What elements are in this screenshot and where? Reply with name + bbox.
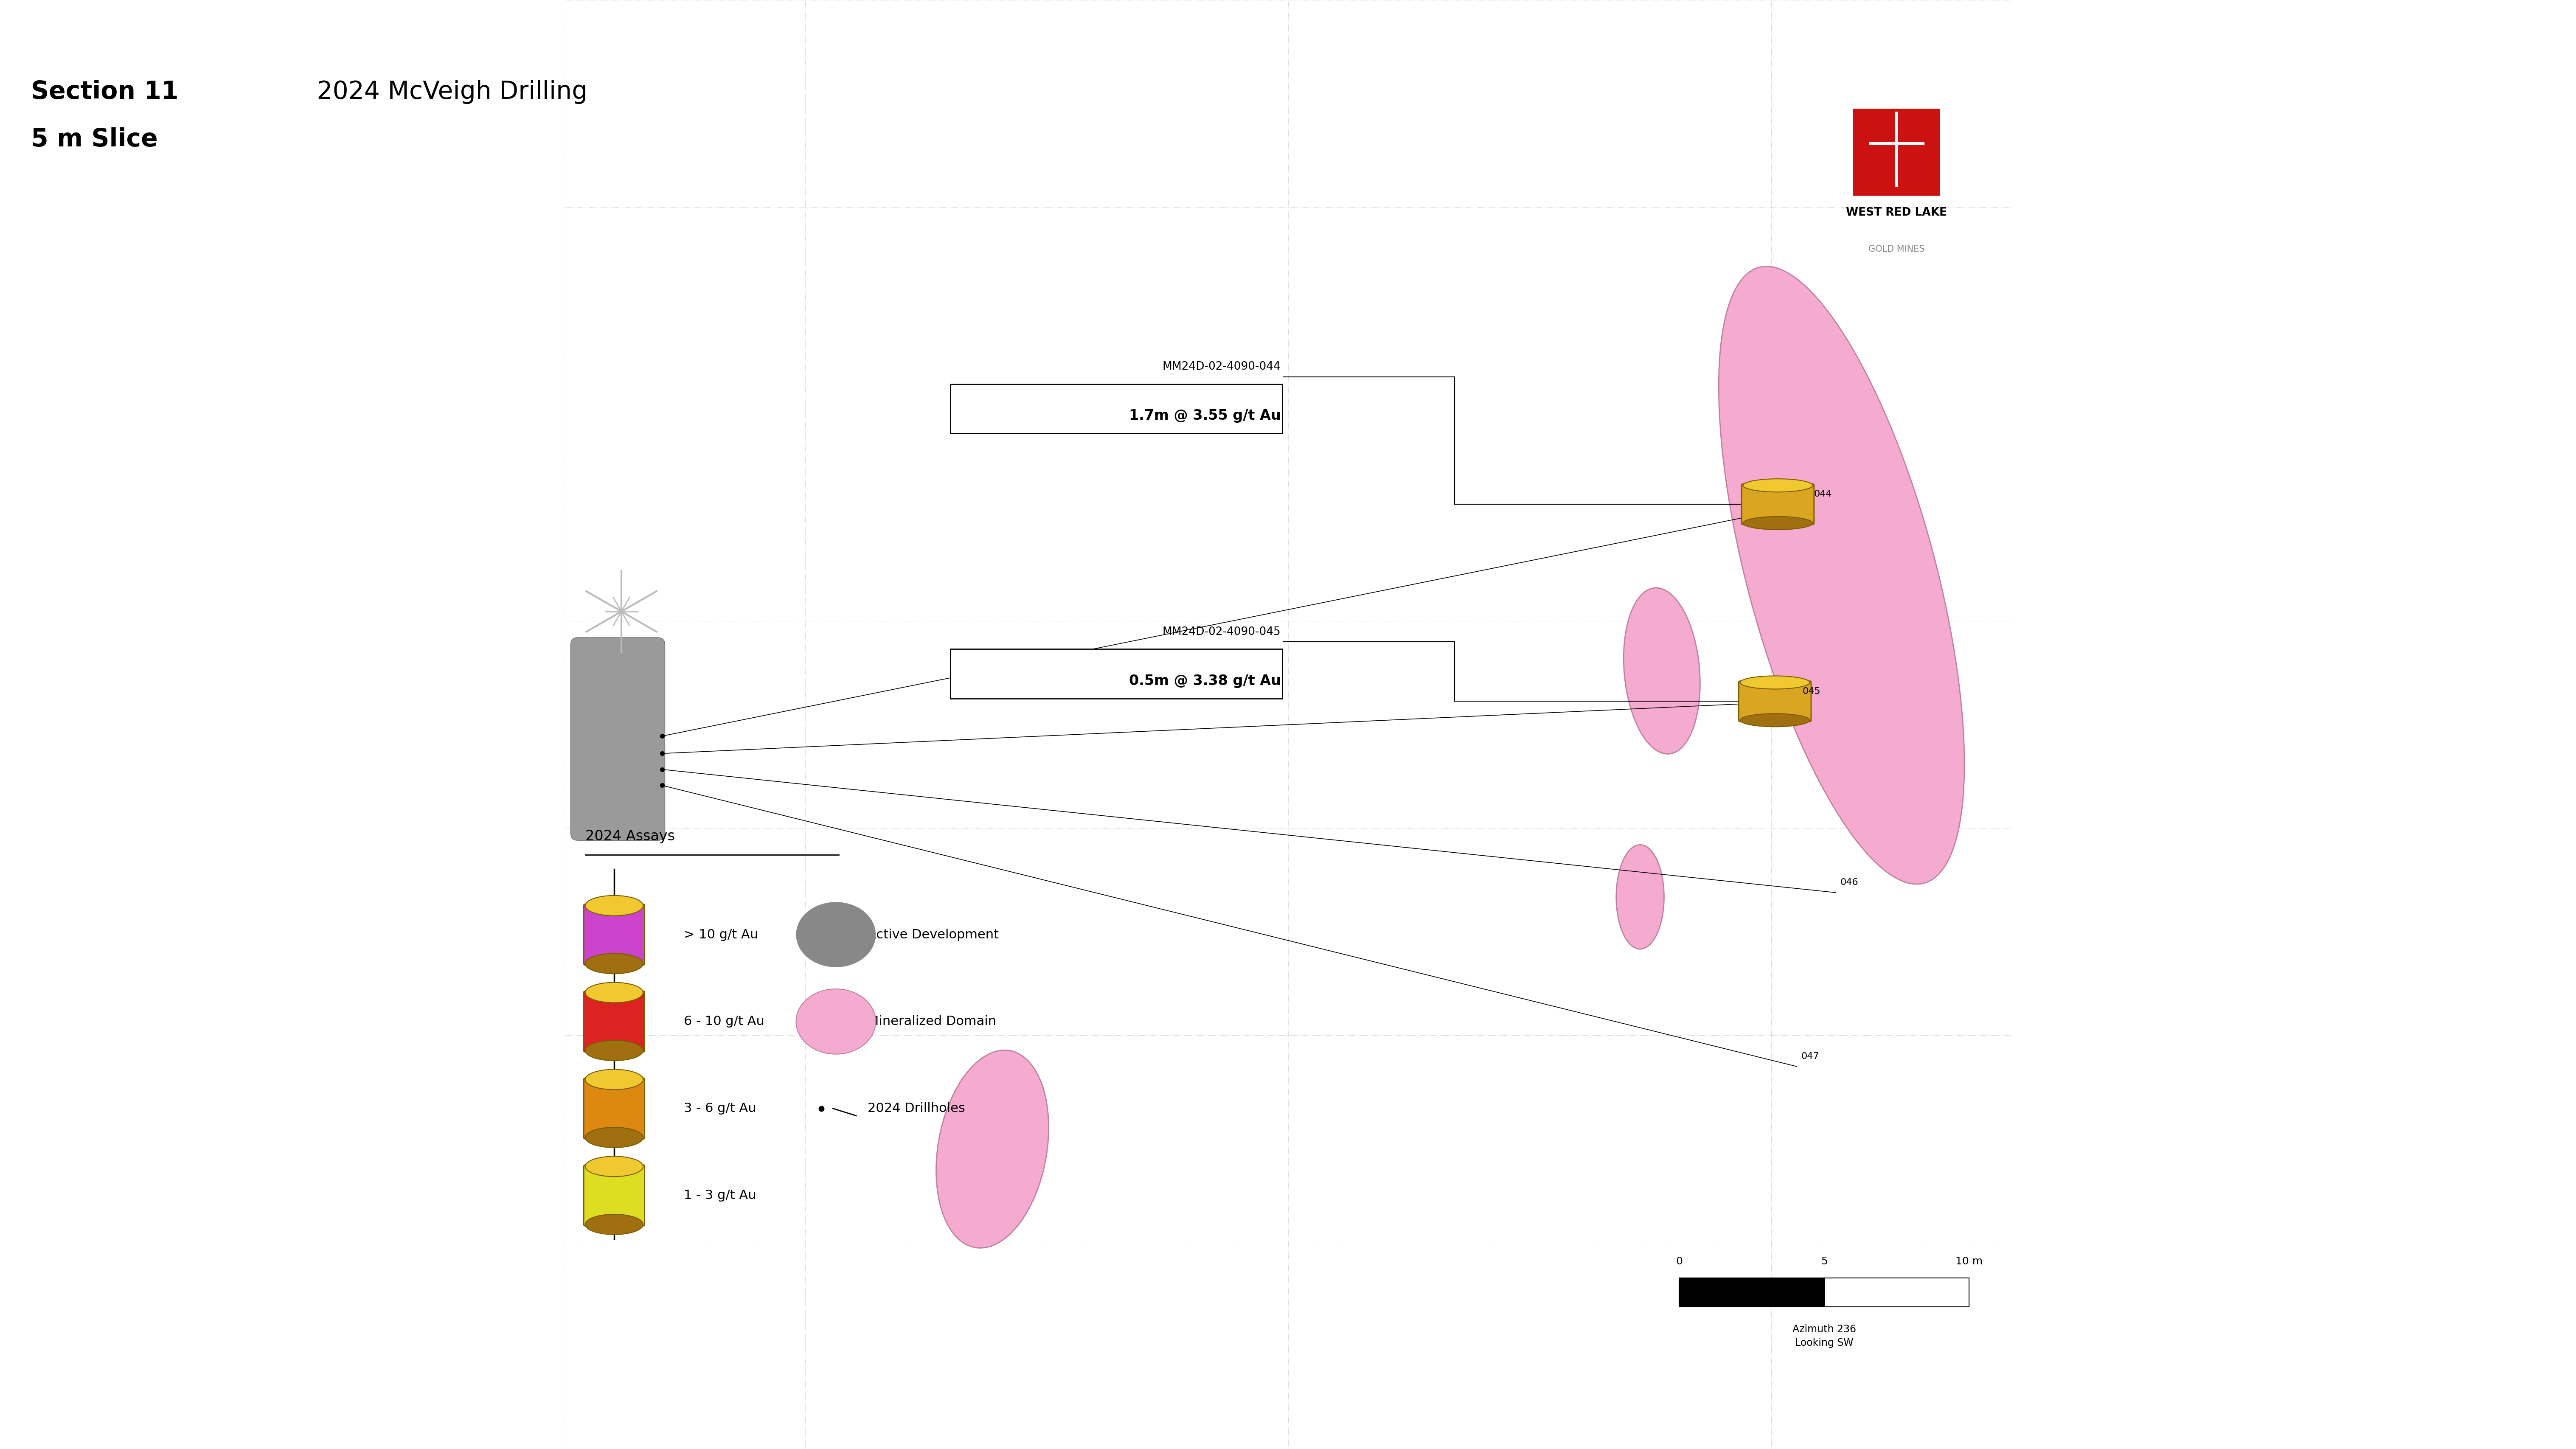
Text: Section 11: Section 11 [31,80,178,104]
Ellipse shape [1741,675,1811,690]
Ellipse shape [585,1156,644,1177]
Ellipse shape [585,982,644,1003]
Text: MM24D-02-4090-045: MM24D-02-4090-045 [1162,626,1280,638]
Ellipse shape [1718,267,1965,884]
Text: 5 m Slice: 5 m Slice [31,128,157,152]
FancyBboxPatch shape [585,991,644,1052]
Text: MM24D-02-4090-044: MM24D-02-4090-044 [1162,361,1280,372]
Text: 2024 Assays: 2024 Assays [585,829,675,843]
Ellipse shape [585,895,644,916]
Ellipse shape [585,1214,644,1235]
Text: 0.5m @ 3.38 g/t Au: 0.5m @ 3.38 g/t Au [1128,674,1280,688]
FancyBboxPatch shape [951,384,1283,433]
Ellipse shape [585,1040,644,1061]
Ellipse shape [796,988,876,1055]
Text: 5: 5 [1821,1256,1826,1266]
FancyBboxPatch shape [951,649,1283,698]
Bar [1824,1278,1968,1307]
Text: GOLD MINES: GOLD MINES [1868,245,1924,254]
FancyBboxPatch shape [1739,681,1811,722]
Text: 2024 McVeigh Drilling: 2024 McVeigh Drilling [309,80,587,104]
Text: WEST RED LAKE: WEST RED LAKE [1847,207,1947,219]
Text: 0: 0 [1677,1256,1682,1266]
Text: 044: 044 [1814,490,1832,498]
Ellipse shape [1741,713,1811,727]
FancyBboxPatch shape [585,904,644,965]
Text: Active Development: Active Development [868,929,999,940]
Text: 046: 046 [1839,878,1857,887]
Text: 6 - 10 g/t Au: 6 - 10 g/t Au [683,1016,765,1027]
FancyBboxPatch shape [585,1078,644,1139]
Ellipse shape [585,1127,644,1148]
Ellipse shape [1623,588,1700,753]
Text: 1 - 3 g/t Au: 1 - 3 g/t Au [683,1190,757,1201]
FancyBboxPatch shape [585,1165,644,1226]
Text: 10 m: 10 m [1955,1256,1984,1266]
Ellipse shape [1615,845,1664,949]
Bar [1852,109,1940,196]
Text: 3 - 6 g/t Au: 3 - 6 g/t Au [683,1103,757,1114]
Ellipse shape [1744,516,1814,530]
Ellipse shape [1744,478,1814,493]
FancyBboxPatch shape [1741,484,1814,525]
Ellipse shape [585,953,644,974]
Text: 1.7m @ 3.55 g/t Au: 1.7m @ 3.55 g/t Au [1128,409,1280,423]
Ellipse shape [935,1051,1048,1248]
Ellipse shape [585,1069,644,1090]
Text: 047: 047 [1801,1052,1819,1061]
Bar [1680,1278,1824,1307]
Text: 2024 Drillholes: 2024 Drillholes [868,1103,966,1114]
FancyBboxPatch shape [572,638,665,840]
Text: Azimuth 236
Looking SW: Azimuth 236 Looking SW [1793,1324,1855,1348]
Text: 045: 045 [1803,687,1821,696]
Text: > 10 g/t Au: > 10 g/t Au [683,929,757,940]
Text: Mineralized Domain: Mineralized Domain [868,1016,997,1027]
Ellipse shape [796,901,876,968]
